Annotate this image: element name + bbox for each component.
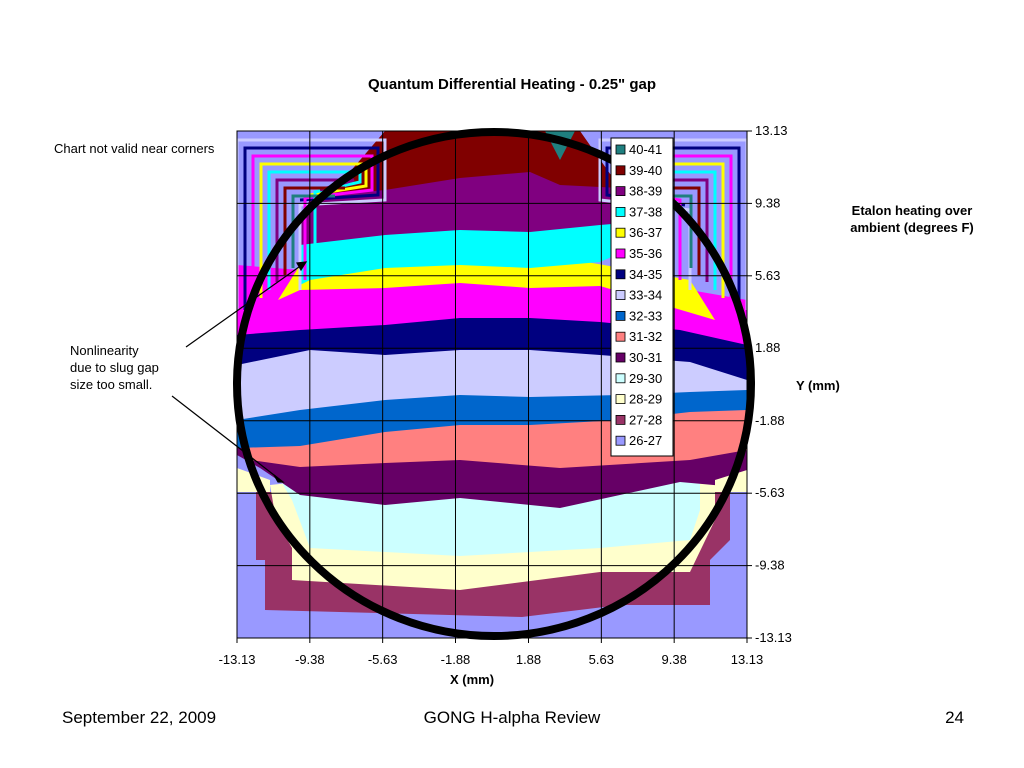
y-tick-label: -9.38 <box>755 558 785 573</box>
y-tick-label: -1.88 <box>755 413 785 428</box>
legend-label: 37-38 <box>629 204 662 219</box>
colorbar-title: Etalon heating over ambient (degrees F) <box>832 202 992 236</box>
y-tick-label: -13.13 <box>755 630 792 645</box>
colorbar-title-line-1: Etalon heating over <box>851 203 973 218</box>
x-tick-label: -9.38 <box>295 652 325 667</box>
legend-label: 33-34 <box>629 288 662 303</box>
legend-swatch <box>615 394 626 405</box>
x-tick-label: -13.13 <box>219 652 256 667</box>
legend: 40-41 39-40 38-39 37-38 36-37 35-36 34-35 33-34… <box>610 137 674 457</box>
note-corners: Chart not valid near corners <box>54 141 215 156</box>
legend-label: 28-29 <box>629 392 662 407</box>
legend-swatch <box>615 165 626 176</box>
legend-swatch <box>615 227 626 238</box>
footer-page-number: 24 <box>945 708 964 727</box>
annotation-arrows <box>171 261 308 483</box>
x-tick-label: -5.63 <box>368 652 398 667</box>
x-tick-label: 5.63 <box>589 652 614 667</box>
legend-label: 26-27 <box>629 433 662 448</box>
legend-label: 27-28 <box>629 412 662 427</box>
footer-center-title: GONG H-alpha Review <box>423 708 601 727</box>
y-tick-label: -5.63 <box>755 485 785 500</box>
note-nonlinearity: Nonlinearity due to slug gap size too sm… <box>70 342 210 393</box>
arrowhead-upper <box>296 261 308 272</box>
y-tick-label: 5.63 <box>755 268 780 283</box>
annotation-circle <box>233 128 755 640</box>
legend-label: 32-33 <box>629 308 662 323</box>
x-tick-label: 9.38 <box>662 652 687 667</box>
x-tick-labels: -13.13 -9.38 -5.63 -1.88 1.88 5.63 9.38 13.13 <box>219 652 764 667</box>
note-nonlinearity-line-1: Nonlinearity <box>70 343 139 358</box>
legend-label: 34-35 <box>629 267 662 282</box>
colorbar-title-line-2: ambient (degrees F) <box>850 220 974 235</box>
legend-swatch <box>615 435 626 446</box>
chart-title: Quantum Differential Heating - 0.25" gap <box>368 76 656 93</box>
y-tick-label: 9.38 <box>755 195 780 210</box>
arrow-line-lower <box>171 395 284 483</box>
legend-label: 38-39 <box>629 184 662 199</box>
legend-swatch <box>615 331 626 342</box>
legend-label: 31-32 <box>629 329 662 344</box>
x-axis-label: X (mm) <box>449 672 495 687</box>
arrow-line-upper <box>185 261 307 348</box>
y-tick-label: 13.13 <box>755 123 788 138</box>
note-nonlinearity-line-3: size too small. <box>70 377 153 392</box>
legend-swatch <box>615 248 626 259</box>
legend-swatch <box>615 206 626 217</box>
footer-date: September 22, 2009 <box>62 708 217 727</box>
legend-label: 40-41 <box>629 142 662 157</box>
y-tick-label: 1.88 <box>755 340 780 355</box>
y-tick-labels: 13.13 9.38 5.63 1.88 -1.88 -5.63 -9.38 -13.13 <box>755 123 792 645</box>
legend-label: 29-30 <box>629 371 662 386</box>
legend-swatch <box>615 186 626 197</box>
note-nonlinearity-line-2: due to slug gap <box>70 360 159 375</box>
legend-swatch <box>615 269 626 280</box>
legend-swatch <box>615 290 626 301</box>
x-tick-label: 13.13 <box>731 652 764 667</box>
x-tick-label: -1.88 <box>441 652 471 667</box>
y-axis-label: Y (mm) <box>796 378 840 393</box>
legend-swatch <box>615 144 626 155</box>
arrowhead-lower <box>273 474 285 483</box>
x-tick-label: 1.88 <box>516 652 541 667</box>
contour-chart: -13.13 -9.38 -5.63 -1.88 1.88 5.63 9.38 13.13 1… <box>171 123 792 667</box>
legend-swatch <box>615 352 626 363</box>
legend-swatch <box>615 373 626 384</box>
legend-label: 35-36 <box>629 246 662 261</box>
legend-swatch <box>615 310 626 321</box>
legend-label: 30-31 <box>629 350 662 365</box>
legend-swatch <box>615 414 626 425</box>
legend-label: 39-40 <box>629 163 662 178</box>
legend-label: 36-37 <box>629 225 662 240</box>
